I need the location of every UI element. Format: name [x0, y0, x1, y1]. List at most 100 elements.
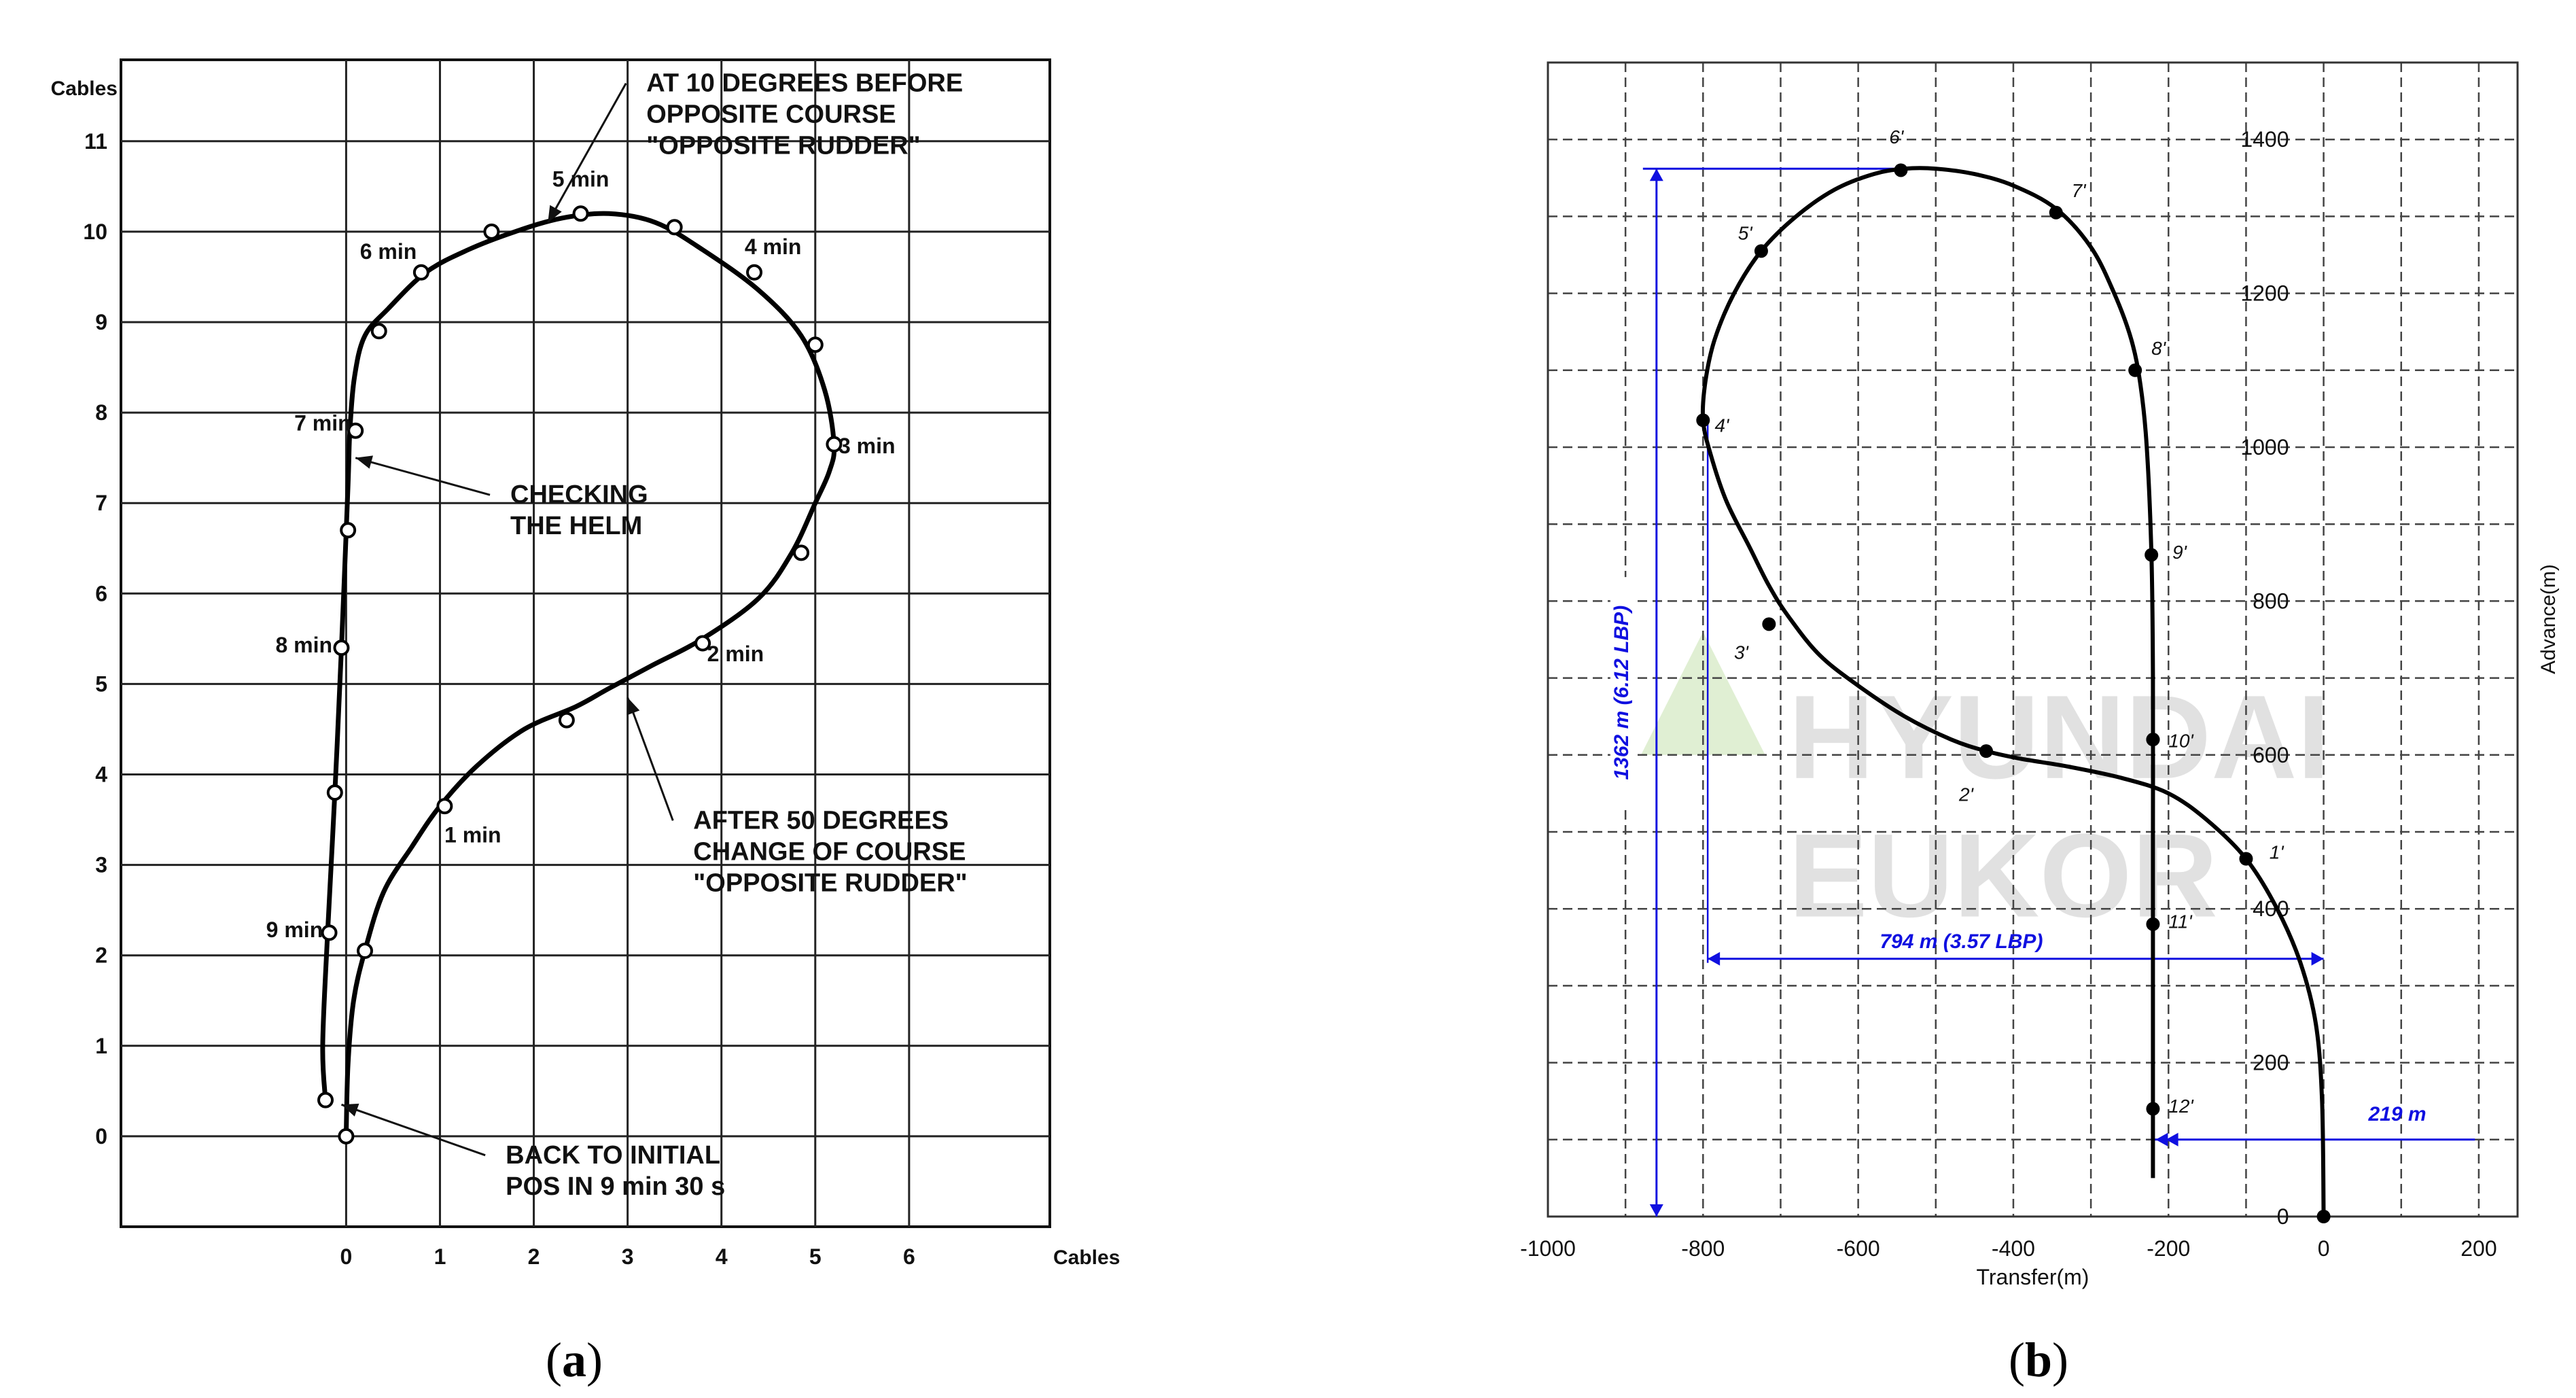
y-axis-label: Cables	[51, 77, 118, 100]
minute-label: 8'	[2151, 338, 2167, 359]
trajectory-marker	[1979, 744, 1994, 758]
time-label: 4 min	[745, 234, 802, 259]
trajectory-marker	[2146, 1102, 2160, 1116]
trajectory-marker	[558, 712, 575, 729]
tick-label-y: 9	[95, 310, 107, 334]
tick-label-x: 1	[434, 1244, 446, 1269]
time-label: 6 min	[360, 239, 417, 264]
tick-label-y: 800	[2253, 589, 2289, 613]
tick-label-y: 1	[95, 1034, 107, 1058]
annotation-text: AT 10 DEGREES BEFORE	[646, 69, 963, 98]
annotation-arrowhead	[627, 697, 640, 716]
trajectory-marker	[338, 1128, 355, 1144]
trajectory-marker	[2239, 852, 2253, 866]
trajectory-marker	[483, 223, 500, 240]
trajectory-line	[1700, 166, 2326, 1217]
time-label: 3 min	[839, 434, 896, 458]
tick-label-y: 7	[95, 491, 107, 515]
trajectory-marker	[321, 924, 338, 941]
minute-label: 5'	[1738, 222, 1754, 243]
trajectory-marker	[370, 323, 387, 340]
annotation-leader	[546, 82, 627, 224]
time-label: 5 min	[552, 167, 610, 191]
minute-label: 1'	[2270, 842, 2285, 863]
dimension-label: 794 m (3.57 LBP)	[1880, 930, 2043, 953]
trajectory-marker	[1696, 413, 1710, 427]
tick-label-x: -600	[1837, 1236, 1880, 1261]
time-label: 8 min	[275, 633, 332, 657]
trajectory-marker	[807, 336, 824, 353]
x-axis-label: Transfer(m)	[1977, 1265, 2089, 1289]
tick-label-x: 2	[528, 1244, 540, 1269]
minute-label: 7'	[2072, 180, 2087, 201]
dimension-arrowhead	[1649, 169, 1663, 181]
tick-label-x: 6	[903, 1244, 915, 1269]
minute-label: 6'	[1889, 126, 1905, 147]
tick-label-y: 200	[2253, 1051, 2289, 1075]
annotation-text: POS IN 9 min 30 s	[506, 1172, 725, 1201]
trajectory-marker	[572, 205, 589, 222]
time-label: 9 min	[266, 918, 323, 942]
trajectory-line	[320, 211, 837, 1136]
annotation-leader	[340, 1103, 486, 1157]
panel-a-chart: 0 1 2 3 4 5 6 0 1 2 3 4 5 6 7 8 9 10 11 Cables Cables 1 min 2 …	[51, 58, 1120, 1269]
plot-frame	[1547, 61, 2519, 1218]
tick-label-y: 6	[95, 581, 107, 606]
tick-label-y: 2	[95, 943, 107, 968]
tick-label-y: 4	[95, 762, 107, 786]
trajectory-marker	[826, 436, 843, 453]
tick-label-x: 5	[809, 1244, 822, 1269]
tick-label-y: 10	[83, 220, 107, 244]
trajectory-marker	[1754, 244, 1768, 258]
annotation-text: "OPPOSITE RUDDER"	[693, 869, 967, 897]
tick-label-x: -200	[2147, 1236, 2190, 1261]
annotation-leader	[627, 697, 674, 821]
minute-label: 11'	[2168, 911, 2193, 932]
tick-label-y: 8	[95, 400, 107, 425]
trajectory-marker	[746, 264, 763, 281]
tick-label-x: 200	[2460, 1236, 2496, 1261]
annotation-arrowhead	[548, 205, 562, 223]
trajectory-marker	[666, 219, 683, 236]
y-axis-label: Advance(m)	[2537, 564, 2560, 674]
minute-label: 9'	[2172, 542, 2188, 563]
annotation-text: THE HELM	[510, 512, 642, 540]
tick-label-x: 4	[716, 1244, 728, 1269]
dimension-label: 1362 m (6.12 LBP)	[1610, 606, 1633, 780]
trajectory-marker	[2145, 548, 2159, 562]
x-axis-label: Cables	[1053, 1246, 1120, 1269]
watermark-text: HYUNDAI	[1788, 671, 2330, 804]
trajectory-marker	[793, 544, 810, 561]
time-label: 7 min	[294, 411, 351, 436]
dimension-arrowhead	[1649, 1204, 1663, 1217]
dimension-label-bg	[1610, 577, 1638, 809]
trajectory-marker	[2146, 733, 2160, 747]
trajectory-marker	[2049, 205, 2063, 220]
annotation-text: OPPOSITE COURSE	[646, 101, 896, 129]
tick-label-x: 0	[2318, 1236, 2330, 1261]
tick-label-y: 0	[95, 1124, 107, 1149]
minute-label: 3'	[1734, 642, 1750, 663]
trajectory-marker	[1762, 617, 1776, 631]
dimension-arrowhead	[2166, 1132, 2178, 1147]
annotation-text: CHANGE OF COURSE	[693, 837, 966, 866]
trajectory-marker	[436, 798, 453, 815]
trajectory-marker	[347, 422, 364, 439]
tick-label-y: 3	[95, 853, 107, 877]
dimension-arrowhead	[2311, 951, 2324, 966]
annotation-text: "OPPOSITE RUDDER"	[646, 132, 920, 160]
annotation-text: AFTER 50 DEGREES	[693, 806, 949, 835]
caption-b: (b)	[2009, 1333, 2068, 1387]
tick-label-y: 5	[95, 671, 107, 696]
time-label: 2 min	[707, 642, 764, 666]
trajectory-marker	[412, 264, 429, 281]
trajectory-marker	[1894, 163, 1908, 177]
dimension-arrowhead	[2155, 1132, 2168, 1147]
trajectory-marker	[2146, 917, 2160, 931]
tick-label-y: 1200	[2240, 281, 2289, 306]
annotation-leader	[355, 457, 491, 496]
trajectory-marker	[2128, 363, 2142, 377]
minute-label: 2'	[1958, 784, 1975, 805]
